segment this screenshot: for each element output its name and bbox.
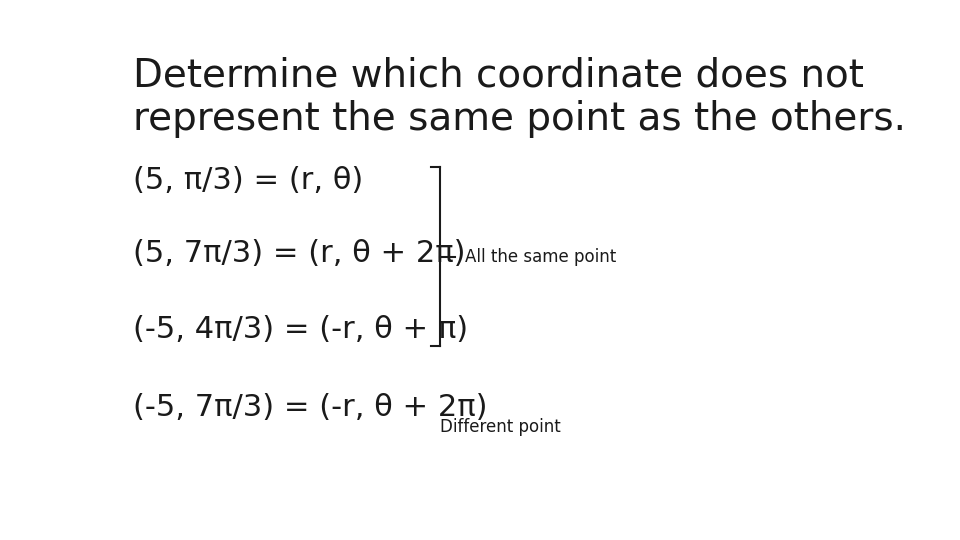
Text: All the same point: All the same point — [465, 247, 616, 266]
Text: Different point: Different point — [441, 417, 562, 436]
Text: (5, 7π/3) = (r, θ + 2π): (5, 7π/3) = (r, θ + 2π) — [133, 239, 466, 268]
Text: (5, π/3) = (r, θ): (5, π/3) = (r, θ) — [133, 166, 364, 195]
Text: (-5, 7π/3) = (-r, θ + 2π): (-5, 7π/3) = (-r, θ + 2π) — [133, 393, 488, 422]
Text: (-5, 4π/3) = (-r, θ + π): (-5, 4π/3) = (-r, θ + π) — [133, 315, 468, 344]
Text: represent the same point as the others.: represent the same point as the others. — [133, 100, 906, 138]
Text: Determine which coordinate does not: Determine which coordinate does not — [133, 57, 864, 94]
